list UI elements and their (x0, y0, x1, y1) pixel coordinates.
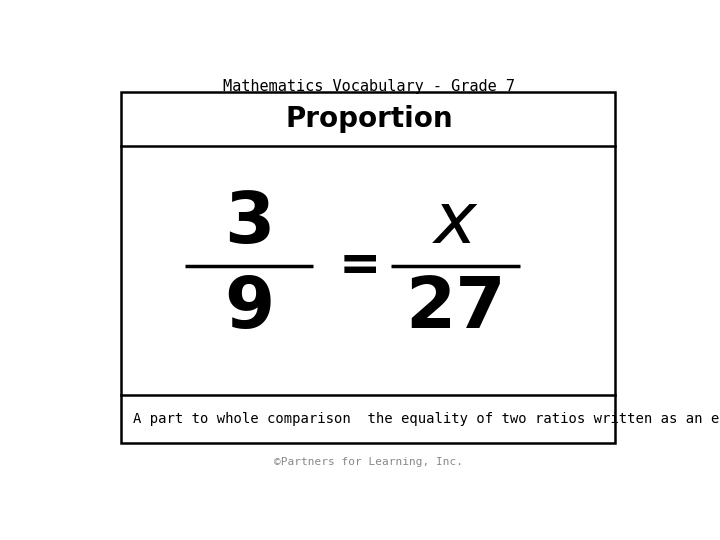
Text: A part to whole comparison  the equality of two ratios written as an equation: A part to whole comparison the equality … (133, 412, 720, 426)
Text: 27: 27 (405, 274, 506, 343)
Text: Proportion: Proportion (285, 105, 453, 133)
Bar (121, 92, 615, 443)
Text: Mathematics Vocabulary - Grade 7: Mathematics Vocabulary - Grade 7 (223, 79, 515, 94)
Text: =: = (338, 241, 381, 292)
Text: x: x (434, 189, 477, 258)
Text: 9: 9 (224, 274, 274, 343)
Text: ©Partners for Learning, Inc.: ©Partners for Learning, Inc. (274, 457, 464, 467)
Text: 3: 3 (224, 189, 274, 258)
